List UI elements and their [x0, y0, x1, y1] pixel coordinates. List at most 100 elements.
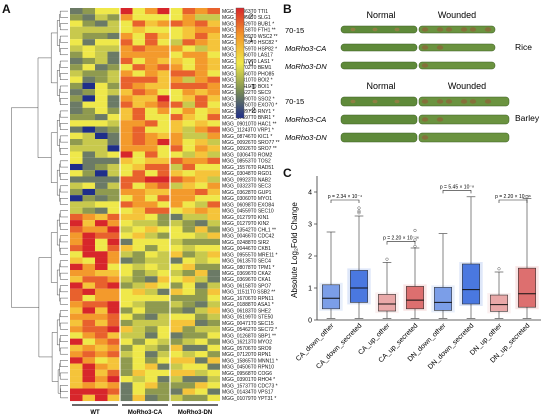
heatmap-cell [82, 270, 95, 277]
heatmap-cell [82, 139, 95, 146]
heatmap-cell [145, 188, 158, 196]
heatmap-cell [107, 344, 120, 352]
leaf-lesion [484, 27, 492, 32]
heatmap-cell [182, 176, 195, 183]
heatmap-cell [145, 139, 158, 146]
heatmap-cell [157, 220, 170, 227]
heatmap-cell [82, 288, 95, 295]
heatmap-cell [107, 132, 120, 140]
heatmap-cell [132, 282, 145, 289]
strain-label: MoRho3-CA [285, 115, 326, 124]
heatmap-cell [132, 313, 145, 320]
heatmap-cell [120, 182, 133, 189]
heatmap-cell [120, 14, 133, 21]
box-outlier [413, 244, 417, 248]
heatmap-cell [107, 294, 120, 302]
heatmap-cell [182, 220, 195, 227]
heatmap-cell [70, 263, 83, 271]
heatmap-cell [207, 326, 220, 333]
heatmap-cell [157, 26, 170, 33]
heatmap-cell [82, 238, 95, 246]
heatmap-cell [170, 282, 183, 289]
panel-label-b: B [283, 2, 292, 16]
leaf-lesion [421, 135, 429, 140]
colorbar-tick-label: 1 [249, 35, 253, 44]
boxplot-chart: Absolute Log₂Fold Change 01234CA_down_ot… [290, 176, 541, 371]
heatmap-cell [107, 170, 120, 177]
rice-normal-header: Normal [366, 10, 395, 20]
heatmap-cell [195, 107, 208, 115]
heatmap-cell [182, 89, 195, 96]
heatmap-cell [157, 388, 170, 395]
heatmap-cell [157, 114, 170, 121]
heatmap-cell [107, 195, 120, 202]
heatmap-cell [182, 288, 195, 295]
gene-label: MGG_09568T0 COG6 [222, 371, 272, 377]
heatmap-cell [195, 220, 208, 227]
gene-label: MGG_00522T0 SEC9 [222, 90, 271, 96]
heatmap-cell [132, 170, 145, 177]
box-outlier [385, 257, 389, 261]
heatmap-cell [95, 263, 108, 271]
heatmap-cell [195, 326, 208, 333]
heatmap-cell [95, 39, 108, 46]
heatmap-cell [182, 8, 195, 15]
heatmap-cell [195, 51, 208, 58]
heatmap-cell [70, 182, 83, 189]
gene-label: MGG_01466T0 SLG1 [222, 15, 271, 21]
heatmap-cell [170, 132, 183, 140]
heatmap-cell [195, 151, 208, 158]
heatmap-cell [182, 20, 195, 27]
heatmap-cell [145, 76, 158, 83]
heatmap-cell [82, 39, 95, 46]
heatmap-cell [70, 57, 83, 65]
heatmap-cell [95, 270, 108, 277]
heatmap-cell [195, 313, 208, 320]
heatmap-cell [195, 95, 208, 102]
heatmap-cell [95, 32, 108, 40]
heatmap-cell [170, 313, 183, 320]
heatmap-cell [170, 170, 183, 177]
heatmap-cell [157, 76, 170, 83]
gene-label: MGG_00466T0 CDC42 [222, 234, 274, 240]
heatmap-cells [70, 8, 220, 402]
heatmap-cell [207, 388, 220, 395]
heatmap-cell [70, 20, 83, 27]
heatmap-cell [107, 276, 120, 283]
p-value-label: p = 5.45 × 10⁻⁸ [440, 184, 474, 190]
heatmap-cell [132, 32, 145, 40]
heatmap-cell [132, 369, 145, 377]
heatmap-cell [145, 95, 158, 102]
rice-wounded-header: Wounded [438, 10, 476, 20]
heatmap-cell [207, 270, 220, 277]
heatmap-cell [95, 369, 108, 377]
heatmap-cell [70, 338, 83, 345]
heatmap-cell [95, 276, 108, 283]
heatmap-cell [145, 20, 158, 27]
heatmap-cell [82, 294, 95, 302]
heatmap-cell [120, 139, 133, 146]
heatmap-cell [120, 382, 133, 389]
heatmap-cell [82, 82, 95, 90]
heatmap-cell [195, 301, 208, 308]
heatmap-cell [195, 32, 208, 40]
heatmap-cell [95, 213, 108, 221]
heatmap-cell [70, 114, 83, 121]
heatmap-cell [182, 45, 195, 52]
heatmap-cell [107, 176, 120, 183]
heatmap-cell [145, 263, 158, 271]
heatmap-cell [157, 332, 170, 339]
heatmap-cell [145, 163, 158, 171]
heatmap-cell [182, 238, 195, 246]
heatmap-cell [132, 388, 145, 395]
heatmap-cell [182, 276, 195, 283]
heatmap-cell [195, 132, 208, 140]
heatmap-cell [70, 319, 83, 327]
heatmap-cell [145, 126, 158, 133]
heatmap-cell [182, 114, 195, 121]
heatmap-cell [82, 382, 95, 389]
gene-label: MGG_06370T0 LAS1 * [222, 59, 273, 65]
heatmap-cell [120, 145, 133, 152]
colorbar-tick-label: 2 [249, 12, 253, 21]
y-tick-label: 1 [308, 286, 312, 293]
